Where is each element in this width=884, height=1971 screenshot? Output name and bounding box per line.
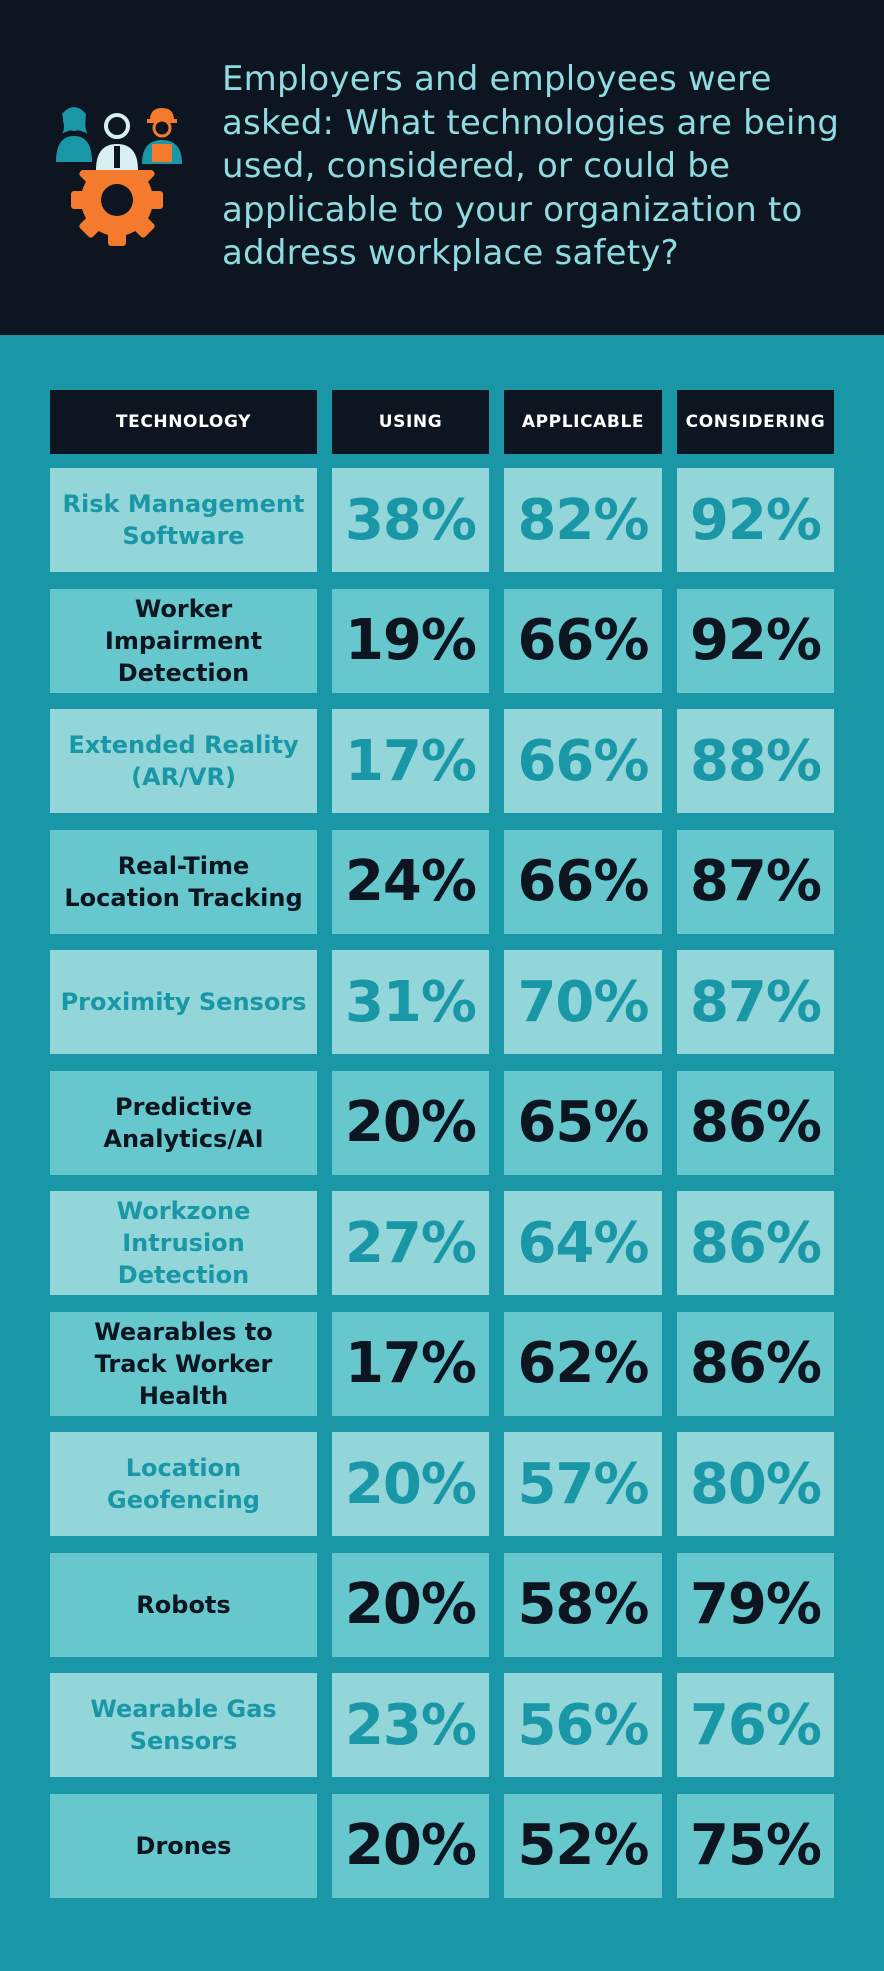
- applicable-value: 62%: [504, 1311, 662, 1416]
- applicable-value: 70%: [504, 950, 662, 1054]
- technology-name: Location Geofencing: [50, 1432, 317, 1536]
- technology-name: Workzone Intrusion Detection: [50, 1191, 317, 1295]
- considering-value: 86%: [677, 1311, 834, 1416]
- applicable-value: 66%: [504, 588, 662, 693]
- applicable-value: 66%: [504, 709, 662, 813]
- considering-value: 87%: [677, 829, 834, 934]
- technology-name: Proximity Sensors: [50, 950, 317, 1054]
- considering-value: 76%: [677, 1673, 834, 1777]
- column-header-applicable: APPLICABLE: [504, 390, 662, 454]
- table-row: Workzone Intrusion Detection 27% 64% 86%: [50, 1191, 834, 1295]
- using-value: 23%: [332, 1673, 489, 1777]
- table-row: Wearables to Track Worker Health 17% 62% 86…: [50, 1311, 834, 1416]
- considering-value: 92%: [677, 588, 834, 693]
- workers-gear-icon: [44, 100, 190, 246]
- applicable-value: 66%: [504, 829, 662, 934]
- applicable-value: 58%: [504, 1552, 662, 1657]
- technology-name: Predictive Analytics/AI: [50, 1070, 317, 1175]
- technology-name: Worker Impairment Detection: [50, 588, 317, 693]
- applicable-value: 57%: [504, 1432, 662, 1536]
- using-value: 24%: [332, 829, 489, 934]
- table-row: Extended Reality (AR/VR) 17% 66% 88%: [50, 709, 834, 813]
- survey-question: Employers and employees were asked: What…: [222, 59, 840, 273]
- using-value: 27%: [332, 1191, 489, 1295]
- table-row: Proximity Sensors 31% 70% 87%: [50, 950, 834, 1054]
- header: Employers and employees were asked: What…: [0, 0, 884, 335]
- considering-value: 88%: [677, 709, 834, 813]
- using-value: 17%: [332, 709, 489, 813]
- technology-name: Real-Time Location Tracking: [50, 829, 317, 934]
- column-header-using: USING: [332, 390, 489, 454]
- technology-name: Risk Management Software: [50, 468, 317, 572]
- applicable-value: 82%: [504, 468, 662, 572]
- table-row: Robots 20% 58% 79%: [50, 1552, 834, 1657]
- table-row: Real-Time Location Tracking 24% 66% 87%: [50, 829, 834, 934]
- considering-value: 86%: [677, 1070, 834, 1175]
- technology-name: Robots: [50, 1552, 317, 1657]
- considering-value: 79%: [677, 1552, 834, 1657]
- table-row: Location Geofencing 20% 57% 80%: [50, 1432, 834, 1536]
- using-value: 19%: [332, 588, 489, 693]
- table-row: Drones 20% 52% 75%: [50, 1793, 834, 1898]
- applicable-value: 56%: [504, 1673, 662, 1777]
- using-value: 38%: [332, 468, 489, 572]
- technology-name: Wearables to Track Worker Health: [50, 1311, 317, 1416]
- technology-name: Wearable Gas Sensors: [50, 1673, 317, 1777]
- considering-value: 86%: [677, 1191, 834, 1295]
- considering-value: 75%: [677, 1793, 834, 1898]
- using-value: 20%: [332, 1793, 489, 1898]
- table-row: Predictive Analytics/AI 20% 65% 86%: [50, 1070, 834, 1175]
- using-value: 20%: [332, 1432, 489, 1536]
- table-header-row: TECHNOLOGY USING APPLICABLE CONSIDERING: [50, 390, 834, 454]
- applicable-value: 64%: [504, 1191, 662, 1295]
- table-row: Worker Impairment Detection 19% 66% 92%: [50, 588, 834, 693]
- technology-name: Extended Reality (AR/VR): [50, 709, 317, 813]
- technology-name: Drones: [50, 1793, 317, 1898]
- applicable-value: 52%: [504, 1793, 662, 1898]
- using-value: 20%: [332, 1070, 489, 1175]
- using-value: 17%: [332, 1311, 489, 1416]
- table-row: Wearable Gas Sensors 23% 56% 76%: [50, 1673, 834, 1777]
- table-row: Risk Management Software 38% 82% 92%: [50, 468, 834, 572]
- considering-value: 87%: [677, 950, 834, 1054]
- column-header-technology: TECHNOLOGY: [50, 390, 317, 454]
- column-header-considering: CONSIDERING: [677, 390, 834, 454]
- using-value: 20%: [332, 1552, 489, 1657]
- considering-value: 80%: [677, 1432, 834, 1536]
- applicable-value: 65%: [504, 1070, 662, 1175]
- using-value: 31%: [332, 950, 489, 1054]
- considering-value: 92%: [677, 468, 834, 572]
